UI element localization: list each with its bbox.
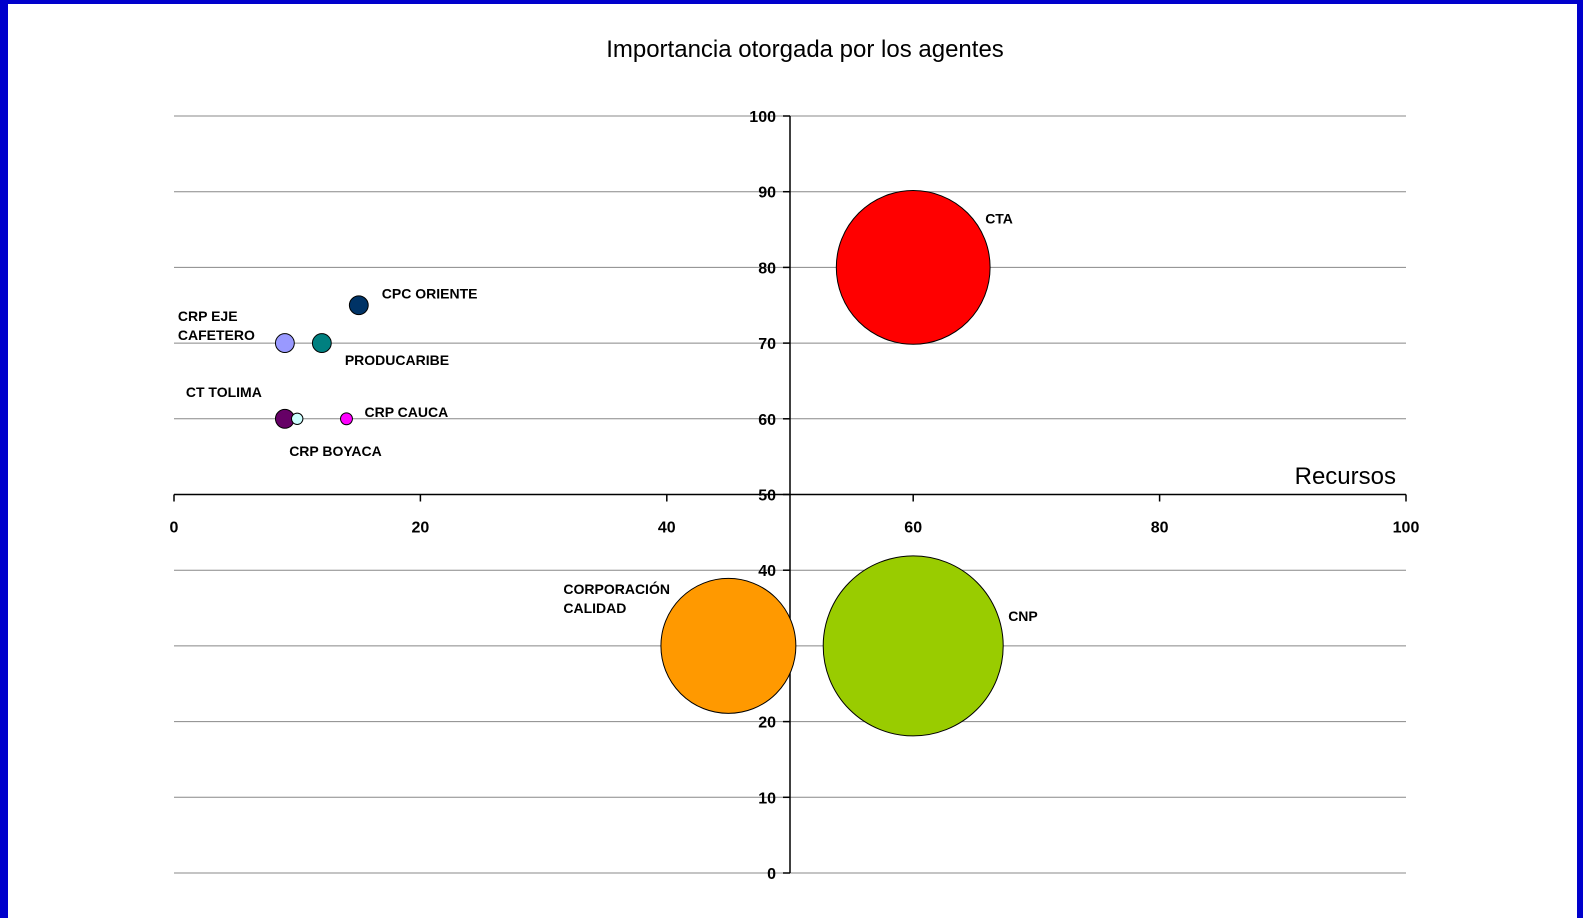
bubble <box>348 295 369 316</box>
y-tick-label: 50 <box>758 488 776 505</box>
bubble-label: CAFETERO <box>178 327 255 343</box>
x-tick-label: 80 <box>1151 520 1169 537</box>
y-tick-label: 40 <box>758 563 776 580</box>
y-tick-label: 0 <box>767 866 776 883</box>
bubble-label: CRP BOYACA <box>289 443 382 459</box>
x-tick-label: 20 <box>412 520 430 537</box>
bubbles <box>274 190 1004 737</box>
bubble-label: PRODUCARIBE <box>345 352 449 368</box>
bubble-label: CRP CAUCA <box>364 404 448 420</box>
bubble <box>274 333 295 354</box>
y-tick-label: 70 <box>758 336 776 353</box>
y-tick-label: 10 <box>758 790 776 807</box>
bubble-label: CRP EJE <box>178 308 238 324</box>
y-tick-label: 90 <box>758 185 776 202</box>
bubble <box>311 333 332 354</box>
x-tick-label: 0 <box>170 520 179 537</box>
bubble-label: CPC ORIENTE <box>382 285 478 301</box>
bubble-label: CT TOLIMA <box>186 384 262 400</box>
x-tick-label: 40 <box>658 520 676 537</box>
x-tick-label: 100 <box>1393 520 1420 537</box>
y-tick-label: 20 <box>758 715 776 732</box>
bubble-labels: CTA CNP CORPORACIÓN CALIDAD CPC ORIENTE CRP E… <box>178 210 1038 624</box>
bubble <box>340 412 353 426</box>
bubble-label: CTA <box>985 210 1013 226</box>
bubble <box>822 555 1004 737</box>
x-axis-title: Recursos <box>1295 463 1396 490</box>
bubble <box>835 190 991 345</box>
bubble <box>290 412 304 426</box>
x-tick-label: 60 <box>904 520 922 537</box>
bubble <box>660 577 797 714</box>
axes: 0204060801000102030405060708090100 <box>170 109 1420 883</box>
bubble-label: CNP <box>1008 608 1038 624</box>
bubble-label: CORPORACIÓN <box>563 580 670 597</box>
y-tick-label: 60 <box>758 412 776 429</box>
y-tick-label: 100 <box>749 109 776 126</box>
bubble-label: CALIDAD <box>563 600 626 616</box>
y-tick-label: 80 <box>758 260 776 277</box>
chart-title: Importancia otorgada por los agentes <box>606 36 1004 63</box>
